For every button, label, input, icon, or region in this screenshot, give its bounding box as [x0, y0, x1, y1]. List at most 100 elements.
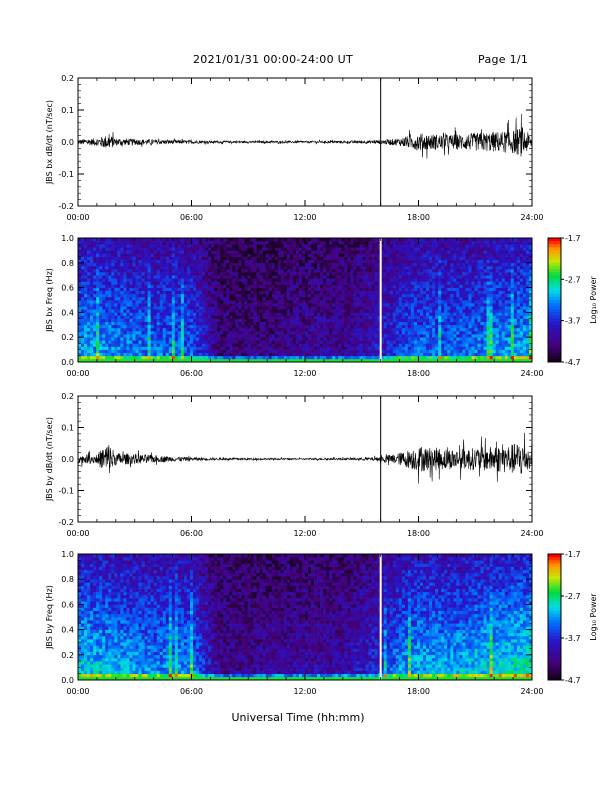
heatmap-cell [432, 349, 436, 353]
heatmap-cell [111, 300, 115, 304]
heatmap-cell [114, 278, 118, 282]
heatmap-cell [132, 318, 136, 322]
heatmap-cell [395, 300, 400, 304]
heatmap-cell [374, 324, 378, 329]
heatmap-cell [277, 321, 282, 326]
heatmap-cell [87, 340, 91, 344]
heatmap-cell [108, 293, 112, 298]
heatmap-cell [298, 312, 303, 316]
heatmap-cell [271, 241, 276, 245]
heatmap-cell [286, 340, 291, 344]
heatmap-cell [238, 340, 242, 344]
heatmap-cell [289, 318, 294, 322]
heatmap-cell [196, 334, 200, 338]
heatmap-cell [410, 284, 415, 288]
heatmap-cell [96, 327, 100, 332]
heatmap-cell [141, 355, 145, 360]
heatmap-cell [286, 303, 291, 307]
y-tick-label: 0.1 [61, 106, 74, 115]
heatmap-cell [265, 324, 269, 329]
heatmap-cell [344, 250, 348, 254]
heatmap-cell [214, 306, 218, 310]
heatmap-cell [432, 250, 436, 254]
heatmap-cell [177, 290, 182, 295]
heatmap-cell [359, 337, 363, 341]
heatmap-cell [111, 306, 115, 310]
heatmap-cell [90, 324, 94, 329]
heatmap-cell [416, 340, 421, 344]
heatmap-cell [126, 340, 130, 344]
heatmap-cell [380, 296, 384, 301]
heatmap-cell [108, 253, 112, 257]
heatmap-cell [138, 321, 142, 326]
heatmap-cell [298, 327, 303, 332]
heatmap-cell [268, 265, 273, 270]
heatmap-cell [117, 331, 121, 335]
heatmap-cell [317, 238, 321, 242]
heatmap-cell [129, 346, 133, 350]
heatmap-cell [341, 334, 345, 338]
heatmap-cell [429, 327, 433, 332]
heatmap-cell [420, 318, 424, 322]
heatmap-cell [235, 275, 239, 279]
heatmap-cell [165, 247, 170, 251]
heatmap-cell [341, 296, 345, 301]
heatmap-cell [250, 293, 254, 298]
heatmap-cell [401, 300, 406, 304]
heatmap-cell [438, 296, 442, 301]
heatmap-cell [214, 259, 218, 264]
heatmap-cell [338, 247, 342, 251]
heatmap-cell [317, 275, 321, 279]
heatmap-cell [156, 334, 161, 338]
heatmap-cell [277, 262, 282, 267]
heatmap-cell [153, 331, 157, 335]
heatmap-cell [250, 337, 254, 341]
heatmap-cell [289, 265, 294, 270]
heatmap-cell [99, 247, 103, 251]
heatmap-cell [344, 315, 348, 319]
heatmap-cell [99, 262, 103, 267]
heatmap-cell [416, 306, 421, 310]
heatmap-cell [150, 309, 154, 313]
heatmap-cell [214, 278, 218, 282]
heatmap-cell [87, 306, 91, 310]
heatmap-cell [429, 281, 433, 285]
heatmap-cell [226, 355, 230, 360]
heatmap-cell [432, 327, 436, 332]
heatmap-cell [335, 247, 339, 251]
heatmap-cell [196, 281, 200, 285]
heatmap-cell [308, 293, 312, 298]
heatmap-cell [90, 284, 94, 288]
heatmap-cell [416, 312, 421, 316]
heatmap-cell [404, 315, 409, 319]
heatmap-cell [383, 318, 388, 322]
heatmap-cell [238, 346, 242, 350]
heatmap-cell [244, 290, 248, 295]
heatmap-cell [111, 349, 115, 353]
heatmap-cell [235, 253, 239, 257]
heatmap-cell [105, 281, 109, 285]
heatmap-cell [332, 272, 336, 276]
heatmap-cell [386, 306, 391, 310]
heatmap-cell [214, 349, 218, 353]
heatmap-cell [371, 296, 375, 301]
heatmap-cell [365, 253, 369, 257]
heatmap-cell [105, 265, 109, 270]
heatmap-cell [386, 259, 391, 264]
heatmap-cell [214, 281, 218, 285]
heatmap-cell [117, 315, 121, 319]
heatmap-cell [435, 303, 439, 307]
heatmap-cell [196, 324, 200, 329]
heatmap-cell [105, 241, 109, 245]
heatmap-cell [253, 293, 257, 298]
heatmap-cell [338, 355, 342, 360]
heatmap-cell [374, 355, 378, 360]
heatmap-cell [280, 247, 285, 251]
heatmap-cell [371, 358, 375, 363]
heatmap-cell [356, 262, 360, 267]
heatmap-cell [165, 293, 170, 298]
heatmap-cell [247, 321, 251, 326]
heatmap-cell [259, 275, 263, 279]
heatmap-cell [199, 287, 203, 291]
heatmap-cell [226, 324, 230, 329]
